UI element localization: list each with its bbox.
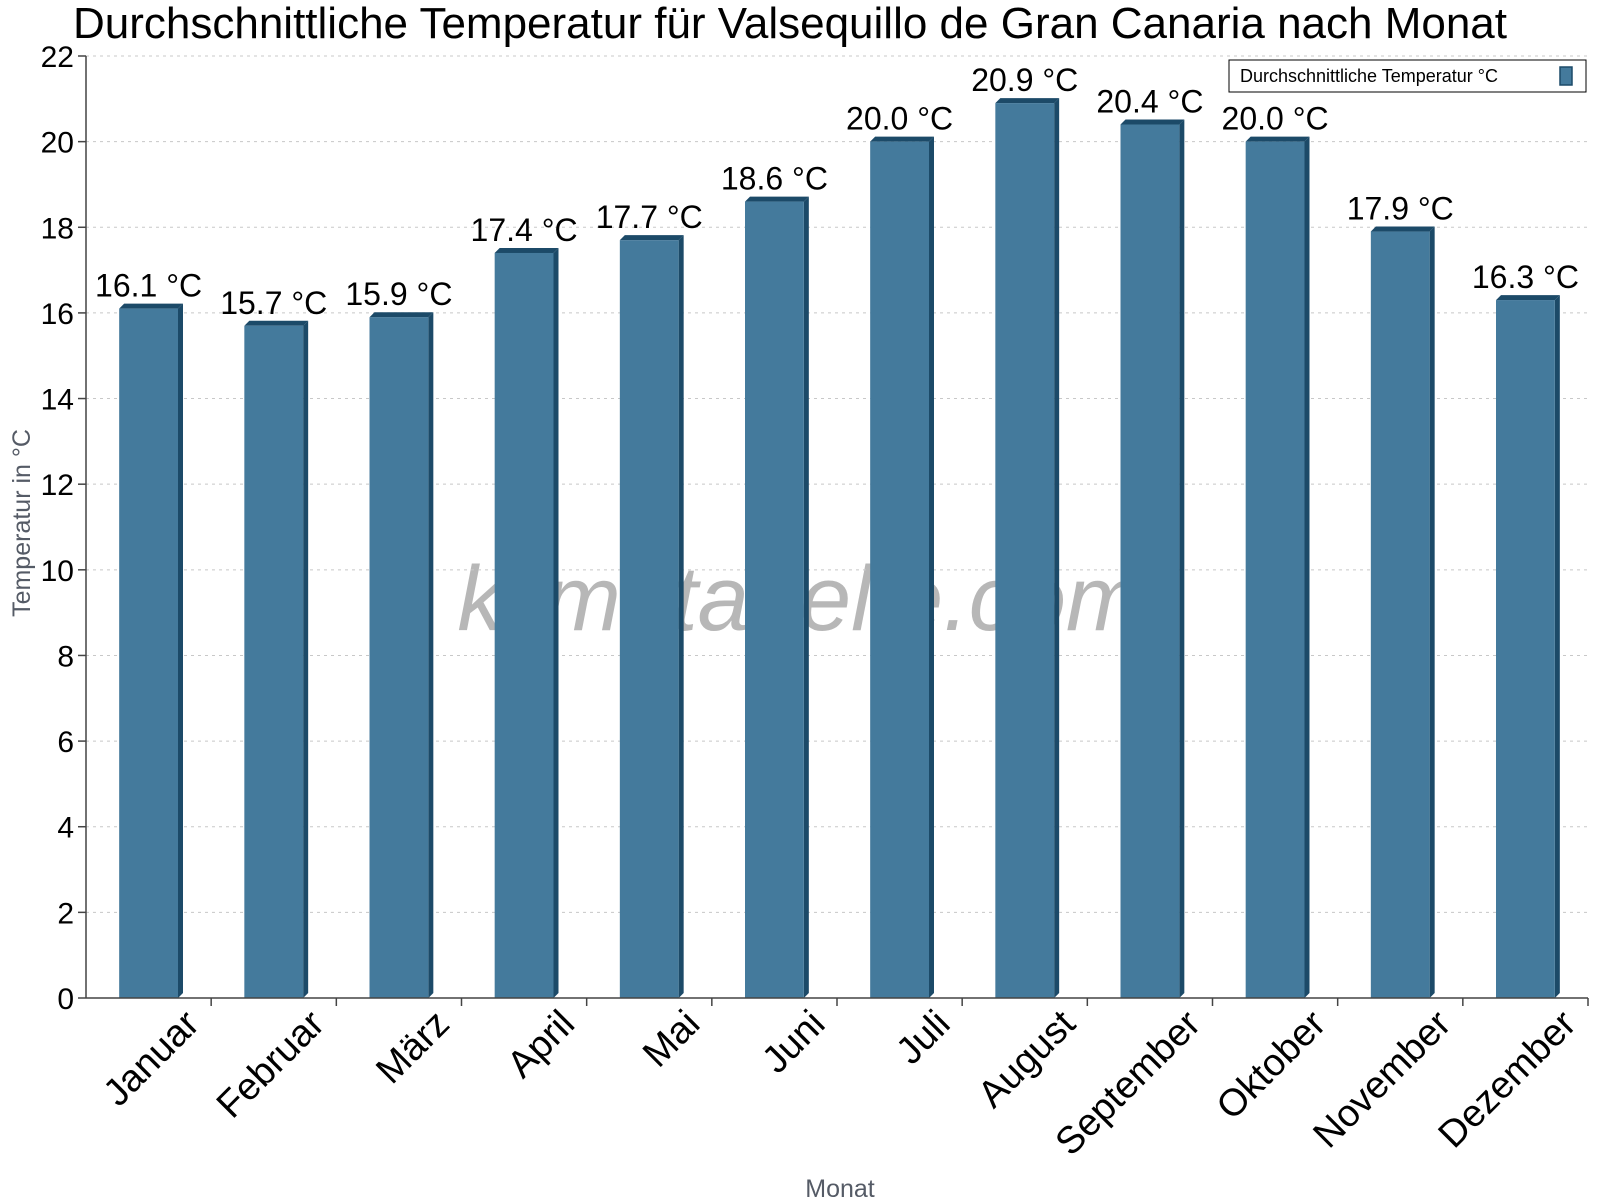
- bars: 16.1 °C 15.7 °C 15.9 °C 17.4 °C 17.7 °C 18.6 …: [95, 62, 1579, 999]
- bar-front-märz: [369, 317, 429, 998]
- bar-juni: [745, 196, 809, 999]
- data-label-februar: 15.7 °C: [220, 285, 327, 321]
- bar-top-juni: [745, 196, 809, 202]
- bar-side-dezember: [1554, 295, 1560, 999]
- bar-side-august: [1054, 98, 1060, 999]
- bar-top-dezember: [1496, 295, 1560, 301]
- bar-front-dezember: [1496, 300, 1555, 999]
- y-tick-label-4: 4: [57, 812, 74, 845]
- bar-top-februar: [244, 320, 309, 326]
- bar-front-januar: [119, 308, 178, 998]
- bar-side-oktober: [1304, 136, 1310, 999]
- bar-side-juli: [928, 136, 934, 999]
- bar-top-januar: [119, 303, 183, 309]
- bar-side-januar: [177, 303, 183, 998]
- y-tick-label-16: 16: [41, 298, 74, 331]
- data-label-juli: 20.0 °C: [846, 101, 953, 137]
- y-tick-label-2: 2: [57, 897, 74, 930]
- bar-front-september: [1120, 124, 1180, 998]
- y-tick-label-12: 12: [41, 469, 74, 502]
- bar-august: [995, 98, 1060, 999]
- bar-januar: [119, 303, 183, 998]
- x-axis-label: Monat: [805, 1175, 875, 1200]
- y-tick-label-22: 22: [41, 41, 74, 74]
- grid-lines: [86, 55, 1588, 913]
- bar-oktober: [1245, 136, 1310, 999]
- legend-swatch: [1559, 66, 1573, 86]
- bar-top-juli: [870, 136, 934, 142]
- x-tick-label-august: August: [970, 1002, 1084, 1116]
- bar-top-oktober: [1245, 136, 1310, 142]
- bar-top-mai: [619, 235, 684, 241]
- bar-side-november: [1429, 226, 1435, 998]
- bar-top-märz: [369, 312, 434, 318]
- bar-front-februar: [244, 325, 304, 999]
- data-label-mai: 17.7 °C: [596, 199, 703, 235]
- bar-juli: [870, 136, 934, 999]
- bar-dezember: [1496, 295, 1560, 999]
- bar-front-juli: [870, 141, 929, 999]
- bar-top-september: [1120, 119, 1185, 125]
- x-tick-label-februar: Februar: [209, 1002, 333, 1126]
- data-label-januar: 16.1 °C: [95, 268, 202, 304]
- bar-februar: [244, 320, 309, 999]
- legend-box: [1228, 59, 1587, 93]
- bar-side-april: [553, 247, 559, 999]
- x-tick-label-juni: Juni: [754, 1003, 833, 1082]
- data-label-juni: 18.6 °C: [721, 161, 828, 197]
- x-tick-label-juli: Juli: [889, 1003, 959, 1073]
- y-tick-label-18: 18: [41, 212, 74, 245]
- bar-side-september: [1179, 119, 1185, 998]
- data-label-august: 20.9 °C: [971, 62, 1078, 98]
- bar-side-juni: [803, 196, 809, 999]
- x-tick-label-märz: März: [368, 1003, 457, 1092]
- bar-november: [1370, 226, 1435, 998]
- x-tick-label-dezember: Dezember: [1431, 1002, 1585, 1156]
- data-label-märz: 15.9 °C: [345, 276, 452, 312]
- bar-april: [494, 247, 559, 999]
- bar-front-november: [1370, 231, 1430, 998]
- y-tick-label-0: 0: [57, 983, 74, 1016]
- bar-top-november: [1370, 226, 1435, 232]
- bar-front-mai: [619, 240, 679, 999]
- y-tick-label-8: 8: [57, 640, 74, 673]
- data-label-april: 17.4 °C: [471, 212, 578, 248]
- data-label-september: 20.4 °C: [1096, 84, 1203, 120]
- y-tick-label-14: 14: [41, 384, 74, 417]
- bar-september: [1120, 119, 1185, 998]
- bar-front-april: [494, 252, 554, 999]
- bar-top-august: [995, 98, 1060, 104]
- data-label-november: 17.9 °C: [1347, 191, 1454, 227]
- y-tick-label-10: 10: [41, 555, 74, 588]
- legend: Durchschnittliche Temperatur °C: [1228, 59, 1587, 93]
- bar-front-oktober: [1245, 141, 1305, 999]
- x-tick-label-januar: Januar: [96, 1002, 208, 1114]
- bar-side-mai: [678, 235, 684, 999]
- x-tick-label-april: April: [500, 1003, 583, 1086]
- bar-front-august: [995, 103, 1055, 999]
- y-tick-label-20: 20: [41, 127, 74, 160]
- bar-side-februar: [303, 320, 309, 999]
- bar-top-april: [494, 247, 559, 253]
- x-tick-label-mai: Mai: [635, 1003, 708, 1076]
- legend-label: Durchschnittliche Temperatur °C: [1240, 66, 1498, 86]
- bar-mai: [619, 235, 684, 999]
- data-label-dezember: 16.3 °C: [1472, 259, 1579, 295]
- y-axis-label: Temperatur in °C: [8, 429, 36, 617]
- bar-front-juni: [745, 201, 804, 999]
- chart-title: Durchschnittliche Temperatur für Valsequ…: [73, 0, 1507, 48]
- bar-märz: [369, 312, 434, 998]
- bar-side-märz: [428, 312, 434, 998]
- x-tick-label-oktober: Oktober: [1209, 1002, 1335, 1128]
- y-tick-label-6: 6: [57, 726, 74, 759]
- data-label-oktober: 20.0 °C: [1222, 101, 1329, 137]
